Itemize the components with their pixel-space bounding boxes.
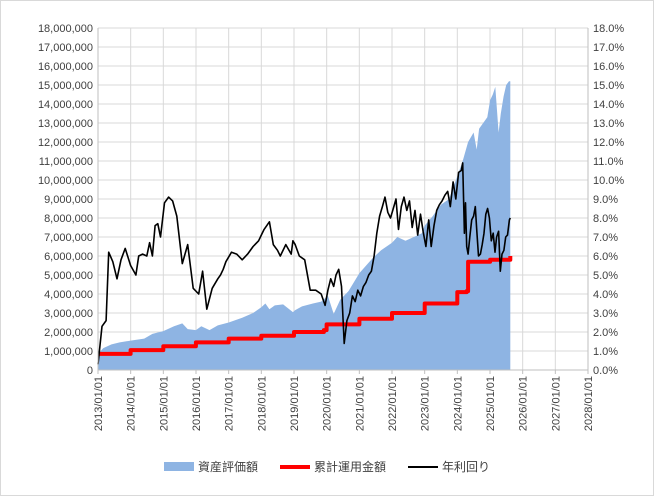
right-tick-label: 7.0% bbox=[593, 232, 618, 244]
legend-swatch-annual-yield bbox=[408, 465, 438, 468]
right-tick-label: 16.0% bbox=[593, 61, 624, 73]
x-tick-label: 2025/01/01 bbox=[485, 376, 497, 431]
right-tick-label: 5.0% bbox=[593, 270, 618, 282]
right-tick-label: 10.0% bbox=[593, 175, 624, 187]
line-cumulative-investment bbox=[98, 256, 513, 356]
x-tick-label: 2021/01/01 bbox=[354, 376, 366, 431]
x-tick-label: 2026/01/01 bbox=[518, 376, 530, 431]
x-tick-label: 2028/01/01 bbox=[583, 376, 595, 431]
left-tick-label: 9,000,000 bbox=[44, 194, 93, 206]
left-tick-label: 14,000,000 bbox=[38, 99, 93, 111]
right-tick-label: 18.0% bbox=[593, 23, 624, 35]
left-tick-label: 6,000,000 bbox=[44, 251, 93, 263]
left-tick-label: 8,000,000 bbox=[44, 213, 93, 225]
x-tick-label: 2020/01/01 bbox=[322, 376, 334, 431]
x-tick-label: 2018/01/01 bbox=[256, 376, 268, 431]
x-tick-label: 2024/01/01 bbox=[452, 376, 464, 431]
left-tick-label: 7,000,000 bbox=[44, 232, 93, 244]
x-tick-label: 2015/01/01 bbox=[158, 376, 170, 431]
x-tick-label: 2023/01/01 bbox=[420, 376, 432, 431]
right-tick-label: 6.0% bbox=[593, 251, 618, 263]
right-tick-label: 15.0% bbox=[593, 80, 624, 92]
left-tick-label: 11,000,000 bbox=[39, 156, 93, 168]
left-axis-tick-labels: 0 1,000,000 2,000,000 3,000,000 4,000,000 5,0… bbox=[38, 23, 93, 377]
x-tick-label: 2013/01/01 bbox=[93, 376, 105, 431]
left-tick-label: 16,000,000 bbox=[38, 61, 93, 73]
legend-label-cumulative-investment: 累計運用金額 bbox=[313, 460, 386, 474]
x-tick-label: 2017/01/01 bbox=[224, 376, 236, 431]
left-tick-label: 4,000,000 bbox=[44, 289, 93, 301]
left-tick-label: 17,000,000 bbox=[38, 42, 93, 54]
right-tick-label: 3.0% bbox=[593, 308, 618, 320]
right-tick-label: 8.0% bbox=[593, 213, 618, 225]
right-tick-label: 17.0% bbox=[593, 42, 624, 54]
right-tick-label: 11.0% bbox=[593, 156, 624, 168]
left-tick-label: 15,000,000 bbox=[38, 80, 93, 92]
cumulative-investment-line bbox=[98, 256, 513, 356]
x-tick-label: 2027/01/01 bbox=[550, 376, 562, 431]
legend-swatch-asset-value bbox=[163, 462, 194, 471]
legend-item-cumulative-investment: 累計運用金額 bbox=[279, 458, 386, 475]
line-annual-yield bbox=[97, 162, 512, 365]
right-tick-label: 2.0% bbox=[593, 327, 618, 339]
right-tick-label: 9.0% bbox=[593, 194, 618, 206]
left-tick-label: 10,000,000 bbox=[38, 175, 93, 187]
x-tick-label: 2014/01/01 bbox=[126, 376, 138, 431]
legend-label-asset-value: 資産評価額 bbox=[197, 460, 258, 474]
legend-item-asset-value: 資産評価額 bbox=[163, 458, 258, 475]
x-tick-label: 2016/01/01 bbox=[191, 376, 203, 431]
left-tick-label: 2,000,000 bbox=[44, 327, 93, 339]
left-tick-label: 12,000,000 bbox=[38, 137, 93, 149]
annual-yield-line bbox=[97, 162, 512, 365]
x-tick-label: 2019/01/01 bbox=[289, 376, 301, 431]
legend-label-annual-yield: 年利回り bbox=[442, 460, 491, 474]
left-tick-label: 18,000,000 bbox=[38, 23, 93, 35]
left-tick-label: 13,000,000 bbox=[38, 118, 93, 130]
x-tick-label: 2022/01/01 bbox=[387, 376, 399, 431]
right-axis-tick-labels: 0.0% 1.0% 2.0% 3.0% 4.0% 5.0% 6.0% 7.0% 8.0% 9.0%… bbox=[593, 23, 624, 377]
left-tick-label: 1,000,000 bbox=[44, 346, 93, 358]
left-tick-label: 0 bbox=[87, 365, 93, 377]
area-asset-value bbox=[98, 81, 511, 370]
right-tick-label: 13.0% bbox=[593, 118, 624, 130]
legend-item-annual-yield: 年利回り bbox=[408, 458, 490, 475]
legend-swatch-cumulative-investment bbox=[279, 464, 310, 469]
right-tick-label: 12.0% bbox=[593, 137, 624, 149]
asset-value-area bbox=[98, 81, 511, 370]
left-tick-label: 5,000,000 bbox=[44, 270, 93, 282]
legend: 資産評価額 累計運用金額 年利回り bbox=[0, 458, 654, 475]
right-tick-label: 0.0% bbox=[593, 365, 618, 377]
x-axis-tick-labels: 2013/01/01 2014/01/01 2015/01/01 2016/01/01… bbox=[93, 370, 595, 431]
axes bbox=[97, 28, 589, 371]
right-tick-label: 4.0% bbox=[593, 289, 618, 301]
right-tick-label: 14.0% bbox=[593, 99, 624, 111]
left-tick-label: 3,000,000 bbox=[44, 308, 93, 320]
right-tick-label: 1.0% bbox=[593, 346, 618, 358]
